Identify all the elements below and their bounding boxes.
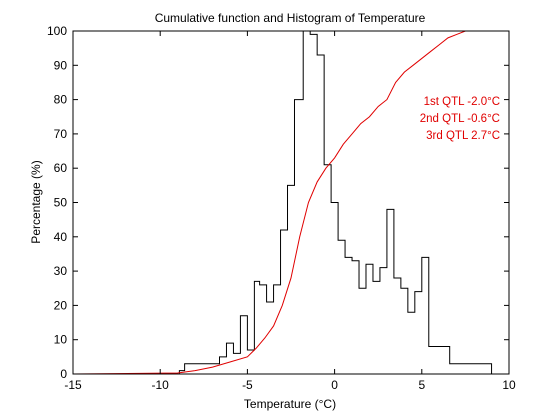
y-tick-label: 90 bbox=[54, 58, 68, 72]
histogram-bar bbox=[338, 240, 345, 374]
cumulative-series bbox=[72, 30, 509, 375]
histogram-bar bbox=[240, 316, 247, 374]
y-tick-label: 50 bbox=[54, 196, 68, 210]
histogram-bar bbox=[254, 281, 259, 374]
histogram-bar bbox=[457, 364, 474, 374]
histogram-bar bbox=[288, 185, 295, 374]
histogram-outline bbox=[178, 30, 493, 374]
histogram-bar bbox=[324, 165, 331, 374]
x-tick-label: 5 bbox=[418, 378, 425, 392]
histogram-bar bbox=[220, 357, 227, 374]
histogram-bar bbox=[366, 264, 373, 374]
x-tick-label: 10 bbox=[502, 378, 516, 392]
chart-title: Cumulative function and Histogram of Tem… bbox=[155, 11, 426, 25]
x-tick-label: 0 bbox=[331, 378, 338, 392]
histogram-bar bbox=[380, 268, 387, 374]
histogram-bar bbox=[206, 364, 213, 374]
x-tick-label: -10 bbox=[152, 378, 170, 392]
histogram-bar bbox=[352, 261, 359, 374]
histogram-bar bbox=[185, 364, 192, 374]
histogram-bar bbox=[233, 353, 240, 374]
histogram-bar bbox=[373, 281, 380, 374]
plot-area bbox=[73, 31, 509, 374]
y-tick-label: 80 bbox=[54, 93, 68, 107]
histogram-bar bbox=[394, 278, 401, 374]
y-tick-label: 70 bbox=[54, 127, 68, 141]
histogram-bar bbox=[387, 209, 394, 374]
y-tick-label: 10 bbox=[54, 333, 68, 347]
histogram-bar bbox=[401, 288, 408, 374]
y-tick-label: 100 bbox=[47, 24, 67, 38]
y-axis-label: Percentage (%) bbox=[29, 160, 43, 243]
y-tick-label: 30 bbox=[54, 264, 68, 278]
cumulative-line bbox=[72, 30, 509, 375]
y-axis: 0 10 20 30 40 50 60 70 80 90 100 bbox=[47, 24, 509, 381]
x-axis-label: Temperature (°C) bbox=[244, 397, 336, 411]
y-tick-label: 40 bbox=[54, 230, 68, 244]
annotation-q1: 1st QTL -2.0°C bbox=[424, 96, 500, 108]
histogram-bar bbox=[267, 302, 274, 374]
histogram-bar bbox=[450, 364, 457, 374]
annotation-q3: 3rd QTL 2.7°C bbox=[426, 130, 500, 142]
histogram-bar bbox=[422, 257, 429, 374]
histogram-bar bbox=[436, 347, 443, 374]
quartile-annotations: 1st QTL -2.0°C 2nd QTL -0.6°C 3rd QTL 2.… bbox=[420, 96, 500, 142]
histogram-bar bbox=[274, 285, 281, 374]
histogram-bar bbox=[474, 364, 491, 374]
x-tick-label: -15 bbox=[64, 378, 82, 392]
histogram-bar bbox=[408, 312, 415, 374]
histogram-bar bbox=[260, 285, 267, 374]
histogram-bar bbox=[303, 31, 310, 374]
y-tick-label: 20 bbox=[54, 298, 68, 312]
histogram-bar bbox=[331, 203, 338, 375]
annotation-q2: 2nd QTL -0.6°C bbox=[420, 113, 500, 125]
histogram-bar bbox=[281, 230, 288, 374]
histogram-bar bbox=[359, 288, 366, 374]
x-axis: -15 -10 -5 0 5 10 bbox=[64, 31, 516, 392]
histogram-bar bbox=[294, 100, 303, 374]
histogram-bar bbox=[443, 347, 450, 374]
histogram-bar bbox=[429, 347, 436, 374]
histogram-bar bbox=[310, 34, 317, 374]
histogram-bar bbox=[345, 257, 352, 374]
histogram-bar bbox=[226, 343, 233, 374]
histogram-bar bbox=[415, 292, 422, 374]
histogram bbox=[178, 30, 493, 375]
histogram-bar bbox=[317, 55, 324, 374]
y-tick-label: 0 bbox=[60, 367, 67, 381]
histogram-bar bbox=[192, 364, 199, 374]
y-tick-label: 60 bbox=[54, 161, 68, 175]
x-tick-label: -5 bbox=[242, 378, 253, 392]
